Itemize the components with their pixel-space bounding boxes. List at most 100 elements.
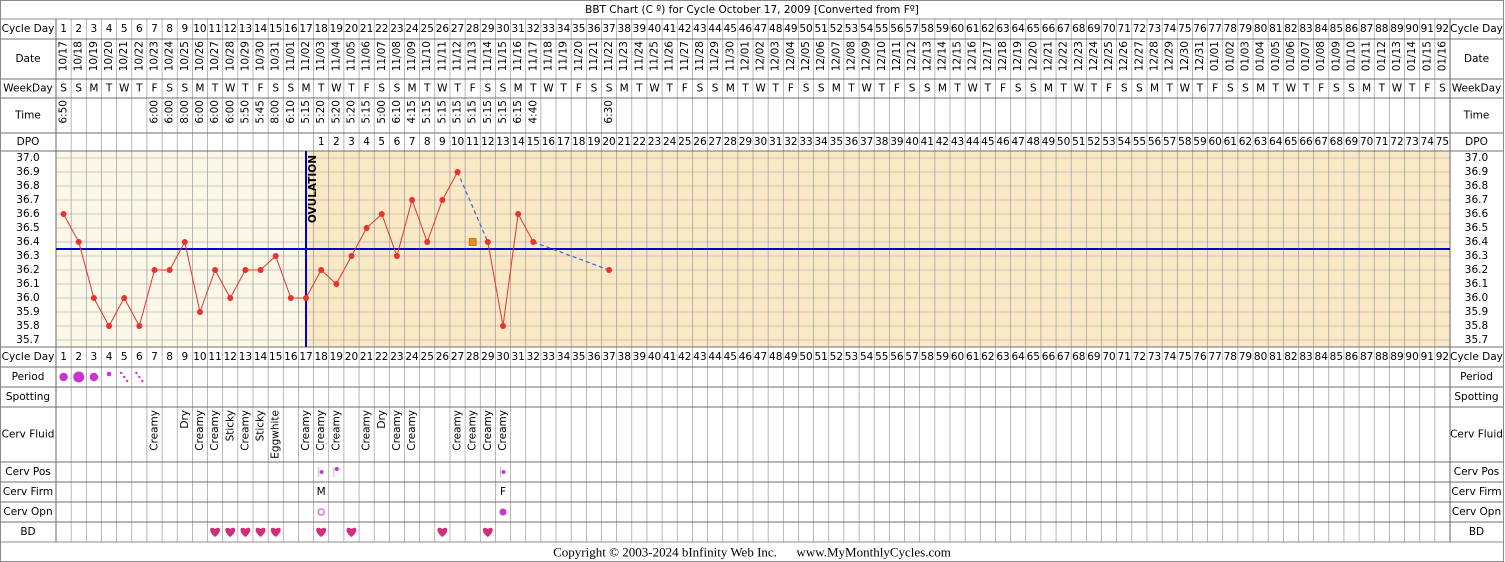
y-tick-label: 37.0	[1465, 152, 1488, 164]
cerv-fluid: Creamy	[467, 410, 479, 451]
row-label: Cycle Day	[1450, 23, 1503, 35]
cycle-day: 68	[1072, 23, 1085, 35]
cycle-day: 29	[481, 351, 494, 363]
spotting-dot	[122, 375, 126, 379]
temp-segment	[320, 269, 337, 285]
cycle-day: 44	[708, 23, 722, 35]
weekday: M	[89, 83, 98, 95]
cerv-fluid: Creamy	[194, 410, 206, 451]
cycle-day: 58	[921, 351, 934, 363]
temp-segment	[63, 213, 80, 243]
y-tick-label: 36.9	[1465, 166, 1488, 178]
dpo: 56	[1148, 136, 1162, 148]
cycle-day: 15	[269, 23, 282, 35]
cycle-day: 39	[633, 351, 646, 363]
row-label: Cerv Pos	[5, 466, 51, 478]
weekday: F	[151, 83, 157, 95]
cycle-day: 8	[166, 23, 173, 35]
dpo: 19	[587, 136, 600, 148]
cycle-day: 9	[181, 351, 188, 363]
row-label: Spotting	[6, 391, 50, 403]
cycle-day: 39	[633, 23, 646, 35]
dpo: 2	[333, 136, 340, 148]
dpo: 38	[875, 136, 888, 148]
dpo: 42	[936, 136, 949, 148]
weekday: T	[453, 83, 461, 95]
date: 01/06	[1285, 41, 1297, 72]
time: 6:00	[209, 100, 221, 124]
period-dot	[106, 371, 112, 377]
temp-point	[136, 323, 143, 329]
cycle-day: 64	[1011, 351, 1025, 363]
cycle-day: 14	[254, 351, 268, 363]
cycle-day: 85	[1330, 23, 1343, 35]
temp-point	[606, 267, 613, 273]
weekday: M	[1044, 83, 1053, 95]
cycle-day: 32	[527, 351, 540, 363]
cycle-day: 63	[996, 23, 1009, 35]
cycle-day: 80	[1254, 23, 1267, 35]
cycle-day: 77	[1208, 23, 1221, 35]
time: 5:15	[452, 100, 464, 124]
date: 11/09	[406, 41, 418, 71]
date: 11/08	[391, 41, 403, 71]
cycle-day: 33	[542, 23, 555, 35]
dpo: 71	[1375, 136, 1388, 148]
cerv-pos-dot	[319, 470, 324, 474]
cycle-day: 90	[1405, 23, 1418, 35]
dpo: 39	[890, 136, 903, 148]
dpo: 48	[1027, 136, 1040, 148]
weekday: S	[1348, 83, 1355, 95]
cycle-day: 17	[299, 351, 312, 363]
cerv-pos-dot	[501, 470, 506, 474]
dpo: 14	[511, 136, 525, 148]
date: 11/15	[497, 41, 509, 71]
weekday: T	[559, 83, 567, 95]
date: 10/20	[103, 41, 115, 71]
time: 6:50	[58, 100, 70, 124]
date: 01/16	[1436, 41, 1448, 72]
cycle-day: 71	[1118, 351, 1131, 363]
cycle-day: 57	[905, 23, 918, 35]
weekday: F	[576, 83, 582, 95]
cycle-day: 91	[1421, 23, 1434, 35]
weekday: M	[514, 83, 523, 95]
date: 12/21	[1042, 41, 1054, 71]
cerv-fluid: Eggwhite	[270, 410, 282, 459]
cycle-day: 48	[769, 351, 782, 363]
spotting-dot	[138, 375, 141, 379]
date: 11/14	[482, 41, 494, 72]
weekday: S	[1333, 83, 1340, 95]
date: 11/13	[467, 41, 479, 71]
cycle-day: 83	[1299, 23, 1312, 35]
row-label: Cerv Firm	[1451, 486, 1501, 498]
dpo: 65	[1284, 136, 1297, 148]
cycle-day: 31	[511, 23, 524, 35]
cerv-fluid: Creamy	[361, 410, 373, 451]
cycle-day: 22	[375, 23, 388, 35]
temp-segment	[214, 269, 231, 299]
date: 01/13	[1391, 41, 1403, 71]
period-dot	[59, 372, 68, 382]
date: 10/27	[209, 41, 221, 71]
weekday: S	[1227, 83, 1234, 95]
cycle-day: 54	[860, 351, 874, 363]
temp-segment	[517, 213, 534, 243]
cycle-day: 46	[739, 351, 753, 363]
cycle-day: 46	[739, 23, 753, 35]
date: 12/06	[815, 41, 827, 72]
dpo: 30	[754, 136, 767, 148]
date: 01/12	[1376, 41, 1388, 71]
cycle-day: 20	[345, 23, 358, 35]
dpo: 33	[799, 136, 812, 148]
cycle-day: 6	[136, 23, 143, 35]
cycle-day: 67	[1057, 351, 1070, 363]
cycle-day: 61	[966, 23, 979, 35]
cycle-day: 11	[208, 23, 221, 35]
cycle-day: 24	[405, 23, 419, 35]
weekday: T	[847, 83, 855, 95]
temp-segment	[169, 241, 186, 271]
date: 11/02	[300, 41, 312, 71]
weekday: S	[181, 83, 188, 95]
